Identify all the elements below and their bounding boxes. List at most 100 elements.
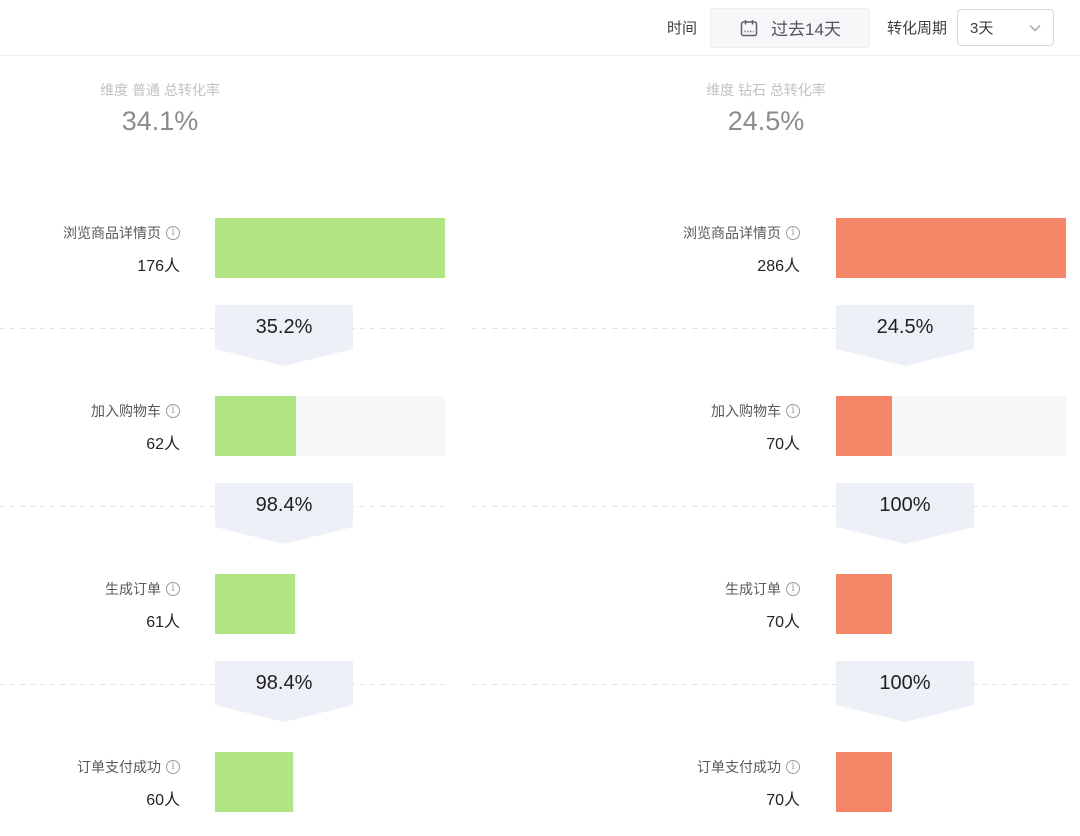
dimension-title: 维度 钻石 总转化率: [706, 82, 826, 98]
panel-header-diamond: 维度 钻石 总转化率 24.5%: [606, 80, 926, 138]
funnel-bar: [836, 574, 892, 634]
funnel-step-row: 浏览商品详情页 i 176人: [0, 218, 540, 278]
step-label: 订单支付成功 i: [77, 757, 180, 777]
step-label: 加入购物车 i: [711, 401, 800, 421]
conversion-badge: 24.5%: [836, 305, 974, 366]
step-count: 70人: [766, 614, 800, 631]
step-label-text: 加入购物车: [711, 403, 781, 419]
funnel-panels: 维度 普通 总转化率 34.1% 浏览商品详情页 i 176人 35.2% 加入购物车 i…: [0, 56, 1080, 812]
conversion-badge: 98.4%: [215, 483, 353, 544]
total-conversion-rate: 24.5%: [727, 106, 805, 136]
step-count: 70人: [766, 792, 800, 809]
date-range-button[interactable]: 过去14天: [710, 7, 870, 48]
info-icon[interactable]: i: [786, 582, 800, 596]
step-info: 浏览商品详情页 i 286人: [540, 218, 800, 278]
step-label-text: 浏览商品详情页: [63, 225, 161, 241]
step-count: 70人: [766, 436, 800, 453]
step-label-text: 加入购物车: [91, 403, 161, 419]
conversion-rate-value: 98.4%: [215, 661, 353, 705]
step-label-text: 浏览商品详情页: [683, 225, 781, 241]
step-info: 加入购物车 i 70人: [540, 396, 800, 456]
step-label: 生成订单 i: [725, 579, 800, 599]
badge-arrow-tip: [215, 705, 353, 722]
step-label: 加入购物车 i: [91, 401, 180, 421]
calendar-icon: [739, 18, 759, 38]
info-icon[interactable]: i: [166, 760, 180, 774]
chevron-down-icon: [1029, 24, 1041, 32]
info-icon[interactable]: i: [786, 226, 800, 240]
funnel-bar-area: [215, 218, 445, 278]
funnel-bar: [215, 574, 295, 634]
step-label: 浏览商品详情页 i: [683, 223, 800, 243]
conversion-row: 100%: [472, 456, 1080, 574]
funnel-bar-area: [215, 574, 445, 634]
conversion-row: 35.2%: [0, 278, 540, 396]
badge-arrow-tip: [215, 349, 353, 366]
step-label: 浏览商品详情页 i: [63, 223, 180, 243]
conversion-rate-value: 35.2%: [215, 305, 353, 349]
step-label-text: 生成订单: [725, 581, 781, 597]
funnel-step-row: 浏览商品详情页 i 286人: [540, 218, 1080, 278]
dashed-separator: [472, 506, 1067, 507]
panel-header-normal: 维度 普通 总转化率 34.1%: [0, 80, 320, 138]
funnel-step-row: 加入购物车 i 70人: [540, 396, 1080, 456]
info-icon[interactable]: i: [786, 404, 800, 418]
funnel-step-row: 生成订单 i 61人: [0, 574, 540, 634]
funnel-bar-area: [836, 396, 1066, 456]
funnel-bar: [215, 218, 445, 278]
step-info: 订单支付成功 i 70人: [540, 752, 800, 812]
funnel-panel-diamond: 维度 钻石 总转化率 24.5% 浏览商品详情页 i 286人 24.5% 加入购物车 i…: [472, 56, 1080, 812]
step-count: 176人: [137, 258, 180, 275]
funnel-bar-area: [836, 752, 1066, 812]
funnel-step-row: 生成订单 i 70人: [540, 574, 1080, 634]
time-label: 时间: [667, 20, 698, 37]
funnel-bar: [836, 218, 1066, 278]
step-count: 60人: [146, 792, 180, 809]
funnel-chart-normal: 浏览商品详情页 i 176人 35.2% 加入购物车 i 62人 98.4% 生成订单 i 61人 9…: [0, 218, 540, 812]
total-conversion-rate: 34.1%: [121, 106, 199, 136]
conversion-period-select[interactable]: 3天: [957, 9, 1054, 46]
info-icon[interactable]: i: [166, 582, 180, 596]
conversion-badge: 100%: [836, 483, 974, 544]
funnel-bar-area: [215, 396, 445, 456]
funnel-bar: [215, 752, 293, 812]
step-info: 生成订单 i 61人: [0, 574, 180, 634]
step-label: 生成订单 i: [105, 579, 180, 599]
info-icon[interactable]: i: [786, 760, 800, 774]
funnel-step-row: 订单支付成功 i 70人: [540, 752, 1080, 812]
funnel-step-row: 订单支付成功 i 60人: [0, 752, 540, 812]
conversion-row: 98.4%: [0, 456, 540, 574]
step-label: 订单支付成功 i: [697, 757, 800, 777]
date-range-value: 过去14天: [771, 20, 841, 39]
conversion-row: 100%: [472, 634, 1080, 752]
conversion-period-value: 3天: [970, 20, 994, 37]
conversion-row: 98.4%: [0, 634, 540, 752]
dashed-separator: [472, 328, 1067, 329]
funnel-chart-diamond: 浏览商品详情页 i 286人 24.5% 加入购物车 i 70人 100% 生成订单 i 70人 10…: [472, 218, 1080, 812]
info-icon[interactable]: i: [166, 226, 180, 240]
info-icon[interactable]: i: [166, 404, 180, 418]
conversion-period-label: 转化周期: [886, 20, 947, 37]
conversion-rate-value: 100%: [836, 661, 974, 705]
badge-arrow-tip: [836, 349, 974, 366]
toolbar: 时间 过去14天 转化周期 3天: [0, 0, 1080, 56]
conversion-rate-value: 100%: [836, 483, 974, 527]
step-label-text: 订单支付成功: [77, 759, 161, 775]
conversion-rate-value: 24.5%: [836, 305, 974, 349]
conversion-badge: 35.2%: [215, 305, 353, 366]
step-info: 订单支付成功 i 60人: [0, 752, 180, 812]
badge-arrow-tip: [215, 527, 353, 544]
step-count: 62人: [146, 436, 180, 453]
conversion-row: 24.5%: [472, 278, 1080, 396]
badge-arrow-tip: [836, 705, 974, 722]
step-info: 加入购物车 i 62人: [0, 396, 180, 456]
step-label-text: 生成订单: [105, 581, 161, 597]
badge-arrow-tip: [836, 527, 974, 544]
conversion-badge: 98.4%: [215, 661, 353, 722]
funnel-bar-area: [836, 574, 1066, 634]
dimension-title: 维度 普通 总转化率: [100, 82, 220, 98]
conversion-badge: 100%: [836, 661, 974, 722]
funnel-bar: [836, 396, 892, 456]
step-info: 生成订单 i 70人: [540, 574, 800, 634]
